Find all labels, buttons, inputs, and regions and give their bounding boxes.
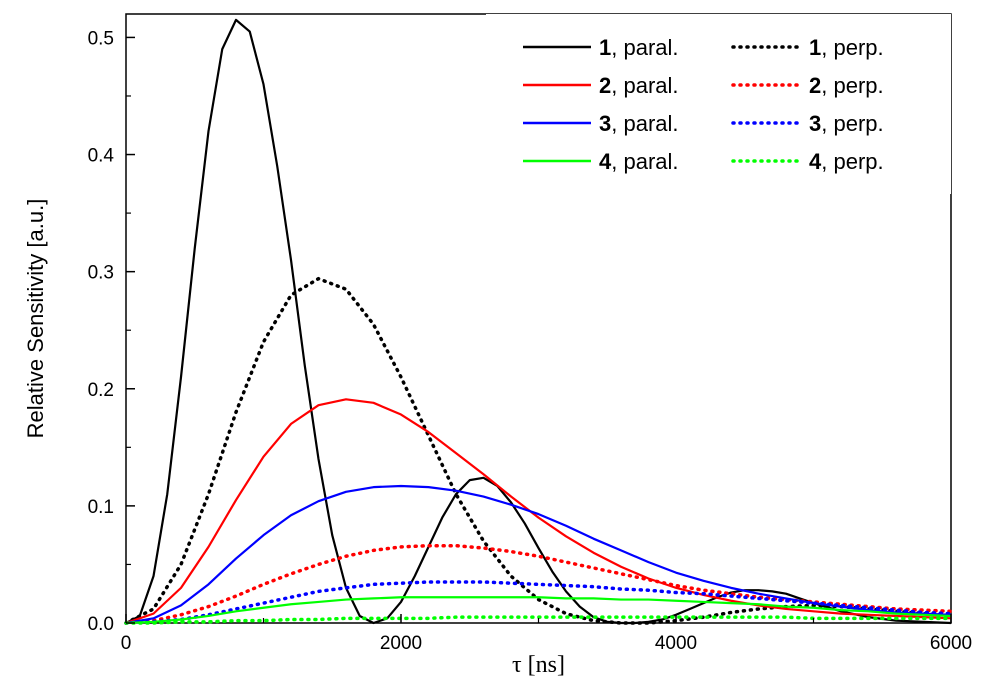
- legend-number: 4: [599, 149, 612, 174]
- series-4-paral-line: [125, 596, 952, 625]
- legend-label-3-perp: 3, perp.: [809, 111, 884, 136]
- y-tick-label: 0.3: [88, 263, 114, 284]
- legend-label-4-perp: 4, perp.: [809, 149, 884, 174]
- series-1-paral-line: [125, 18, 952, 625]
- legend-series-name: , paral.: [611, 111, 678, 136]
- y-tick-label: 0.0: [88, 614, 114, 635]
- x-tick-label: 0: [121, 633, 132, 654]
- series-2-paral-line: [125, 398, 952, 625]
- x-axis-label: τ [ns]: [512, 652, 565, 678]
- legend-number: 2: [599, 73, 611, 98]
- legend-series-name: , paral.: [611, 73, 678, 98]
- series-3-paral-line: [125, 484, 952, 625]
- y-tick-label: 0.1: [88, 497, 114, 518]
- legend-series-name: , perp.: [821, 73, 883, 98]
- legend-number: 1: [599, 35, 611, 60]
- x-tick-label: 6000: [930, 633, 972, 654]
- y-tick-label: 0.5: [88, 28, 114, 49]
- x-tick-label: 4000: [655, 633, 697, 654]
- legend-number: 1: [809, 35, 821, 60]
- legend-series-name: , perp.: [821, 111, 883, 136]
- y-tick-label: 0.4: [88, 146, 115, 167]
- legend: 1, paral. 1, perp.2, paral. 2, perp.3, par…: [486, 14, 951, 194]
- legend-series-name: , perp.: [821, 35, 883, 60]
- legend-label-3-paral: 3, paral.: [599, 111, 679, 136]
- x-axis: 0 2000 4000 6000: [121, 614, 972, 654]
- y-axis: 0.0 0.1 0.2 0.3 0.4 0.5: [88, 28, 135, 635]
- series-1-perp-line: [124, 276, 953, 625]
- legend-series-name: , perp.: [821, 149, 883, 174]
- y-axis-label: Relative Sensitivity [a.u.]: [23, 199, 48, 439]
- legend-series-name: , paral.: [611, 149, 678, 174]
- legend-label-1-paral: 1, paral.: [599, 35, 679, 60]
- y-tick-label: 0.2: [88, 380, 114, 401]
- legend-number: 3: [809, 111, 821, 136]
- legend-series-name: , paral.: [611, 35, 678, 60]
- legend-label-2-perp: 2, perp.: [809, 73, 884, 98]
- x-tick-label: 2000: [380, 633, 422, 654]
- legend-number: 2: [809, 73, 821, 98]
- legend-label-4-paral: 4, paral.: [599, 149, 679, 174]
- series-3-perp-line: [124, 580, 953, 625]
- legend-number: 4: [809, 149, 822, 174]
- legend-number: 3: [599, 111, 611, 136]
- legend-label-2-paral: 2, paral.: [599, 73, 679, 98]
- legend-background: [486, 14, 951, 194]
- series-layer: [124, 18, 953, 625]
- legend-label-1-perp: 1, perp.: [809, 35, 884, 60]
